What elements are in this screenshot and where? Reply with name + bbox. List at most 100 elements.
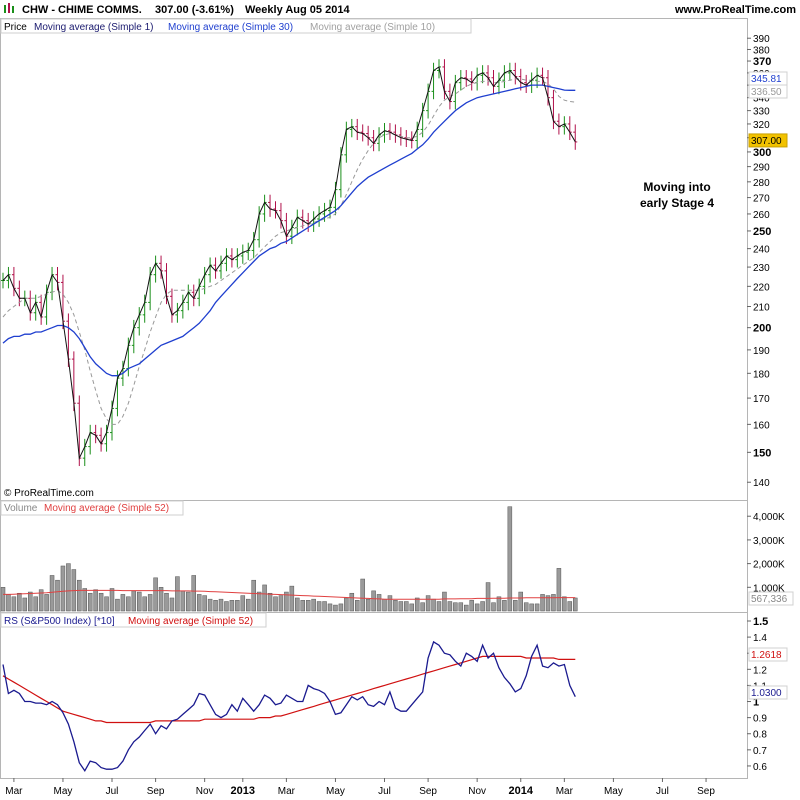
volume-bar [104,596,109,612]
volume-bar [240,595,246,612]
volume-bar [256,591,262,612]
volume-bar [376,594,382,612]
volume-bar [82,588,87,612]
time-tick-label: May [53,786,72,797]
volume-bar [371,590,376,612]
volume-bar [398,601,404,612]
price-last-value-box [748,133,788,148]
volume-bar [87,592,93,612]
volume-bar [147,594,153,612]
price-tick-label: 380 [753,45,770,56]
price-tick-label: 290 [753,163,770,174]
volume-bar [235,600,240,612]
volume-bar [278,595,284,612]
volume-bar [523,602,529,612]
volume-bar [300,600,305,612]
volume-bar [44,594,49,612]
time-tick-label: Jul [656,786,669,797]
volume-legend: Volume Moving average (Simple 52) [0,500,184,516]
volume-bar [17,592,22,612]
volume-bar [355,600,360,612]
volume-bar [458,602,464,612]
volume-bar [305,600,311,612]
legend-rs-ma: Moving average (Simple 52) [128,616,253,627]
volume-bar [11,596,17,612]
rs-panel-frame [0,612,748,779]
price-tick-label: 210 [753,303,770,314]
rs-tick-label: 1 [753,697,759,709]
volume-bar [213,600,218,612]
time-tick-label: Mar [556,786,574,797]
price-tick-label: 330 [753,107,770,118]
volume-bar [137,591,142,612]
volume-bar [0,587,6,612]
price-tick-label: 160 [753,420,770,431]
ma30-last-value: 345.81 [751,74,782,85]
rs-plot [2,640,576,773]
annotation-line-2: early Stage 4 [640,196,714,210]
volume-bar [507,506,513,612]
volume-bar [513,600,518,612]
legend-ma10: Moving average (Simple 10) [310,22,435,33]
volume-bar [551,594,556,612]
rs-ma-last-value: 1.2618 [751,650,782,661]
rs-tick-label: 0.7 [753,746,767,757]
volume-bar [273,596,278,612]
time-tick-label: Jul [106,786,119,797]
price-tick-label: 260 [753,210,770,221]
time-tick-label: Nov [468,786,486,797]
ma10-line [2,78,576,425]
volume-bar [414,597,420,612]
price-last-value: 307.00 [751,136,782,147]
volume-bar [158,587,164,612]
volume-bar [207,598,213,612]
volume-tick-label: 1,000K [753,583,785,594]
volume-bar [186,591,191,612]
app-icon [4,3,14,13]
volume-bar [98,592,104,612]
time-tick-label: Mar [278,786,296,797]
legend-price: Price [4,22,27,33]
volume-bar [164,592,169,612]
volume-bar [534,603,540,612]
time-tick-label: Nov [196,786,214,797]
annotation-line-1: Moving into [643,180,710,194]
volume-bar [496,596,502,612]
volume-bar [327,603,333,612]
volume-tick-label: 3,000K [753,536,785,547]
volume-bar [191,575,196,612]
price-tick-label: 140 [753,478,770,489]
time-tick-label: 2013 [231,785,255,797]
volume-bar [153,577,158,612]
quote-text: 307.00 (-3.61%) [155,4,234,16]
rs-ma-line [2,655,576,724]
volume-bar [464,604,469,612]
volume-bar [202,595,207,612]
volume-bar [425,595,431,612]
volume-bar [77,579,82,612]
price-tick-label: 320 [753,120,770,131]
volume-bar [447,601,453,612]
volume-bar [365,598,371,612]
volume-bar [22,597,28,612]
volume-bar [224,601,229,612]
volume-bar [387,595,393,612]
volume-bar [142,596,147,612]
volume-bar [131,590,137,612]
site-url[interactable]: www.ProRealTime.com [674,4,796,16]
volume-bar [333,604,338,612]
volume-bar [109,588,115,612]
volume-bar [529,603,534,612]
volume-bar [175,576,180,612]
price-tick-label: 150 [753,447,771,459]
volume-bar [229,600,235,612]
legend-ma30: Moving average (Simple 30) [168,22,293,33]
price-tick-label: 240 [753,245,770,256]
volume-bar [469,600,474,612]
volume-tick-label: 2,000K [753,560,785,571]
volume-bar [393,600,398,612]
rs-tick-label: 1.2 [753,665,767,676]
volume-bar [556,568,562,612]
rs-tick-label: 1.4 [753,633,767,644]
